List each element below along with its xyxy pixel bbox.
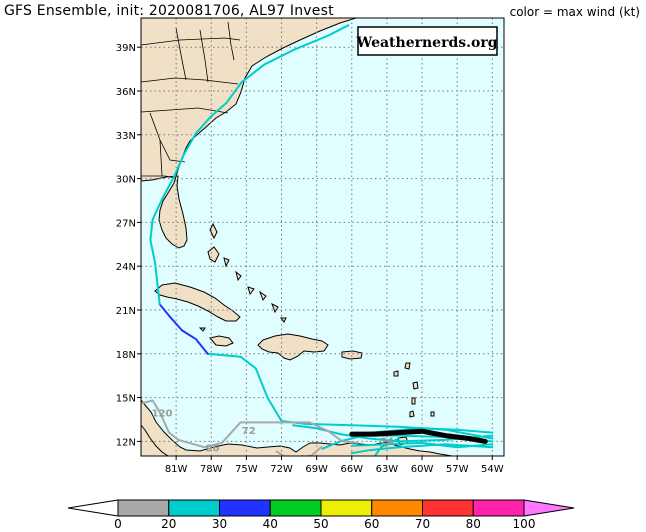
wind-colorbar: 0 20 30 40 50 60 70 80 100 bbox=[67, 499, 575, 531]
axis-ticks bbox=[137, 46, 493, 460]
hispaniola bbox=[257, 333, 329, 361]
lat-label: 36N bbox=[116, 87, 136, 98]
ensemble-member-track bbox=[350, 441, 494, 449]
colorbar-tick-label: 60 bbox=[364, 517, 379, 531]
lesser-antilles-4 bbox=[409, 410, 415, 418]
forecast-hour-labels: 120 96 72 48 24 bbox=[152, 409, 394, 465]
ensemble-member-track bbox=[141, 399, 359, 449]
forecast-hour-label: 72 bbox=[242, 426, 256, 437]
barbados bbox=[430, 411, 435, 417]
state-border-3 bbox=[141, 107, 229, 114]
colorbar-tick-label: 30 bbox=[212, 517, 227, 531]
lon-label: 57W bbox=[446, 464, 469, 475]
land-masses bbox=[141, 18, 453, 456]
forecast-hour-label: 48 bbox=[298, 454, 312, 465]
bahamas-3 bbox=[223, 257, 230, 268]
forecast-hour-label: 120 bbox=[152, 409, 173, 420]
ensemble-mean-track bbox=[349, 428, 488, 444]
lat-label: 24N bbox=[116, 262, 136, 273]
colorbar-segment bbox=[371, 499, 423, 517]
lat-label: 27N bbox=[116, 218, 136, 229]
lesser-antilles-3 bbox=[411, 397, 416, 405]
colorbar-tick-label: 50 bbox=[313, 517, 328, 531]
lon-label: 63W bbox=[376, 464, 399, 475]
colorbar-tick-label: 100 bbox=[513, 517, 536, 531]
colorbar-segment bbox=[320, 499, 373, 517]
colorbar-segment bbox=[422, 499, 474, 517]
axis-labels: 39N 36N 33N 30N 27N 24N 21N 18N 15N 12N 81W 78W 75W 7… bbox=[116, 43, 504, 475]
state-border-5 bbox=[175, 27, 187, 81]
lat-lon-grid bbox=[141, 18, 504, 456]
colorbar-segment bbox=[219, 499, 271, 517]
ensemble-member-track bbox=[373, 437, 400, 456]
colorbar-tick-label: 70 bbox=[415, 517, 430, 531]
ensemble-member-track bbox=[158, 303, 209, 355]
colorbar-arrow-left bbox=[67, 499, 119, 517]
state-border-9 bbox=[159, 139, 163, 177]
watermark-text: Weathernerds.org bbox=[356, 35, 498, 51]
forecast-hour-label: 96 bbox=[205, 444, 219, 455]
turks bbox=[280, 317, 287, 323]
lon-label: 54W bbox=[481, 464, 504, 475]
lesser-antilles-1 bbox=[404, 362, 411, 370]
lon-label: 78W bbox=[200, 464, 223, 475]
bahamas-4 bbox=[235, 270, 242, 282]
lat-label: 30N bbox=[116, 175, 136, 186]
bahamas-1 bbox=[209, 222, 218, 240]
puerto-rico bbox=[341, 350, 363, 360]
colorbar-tick-label: 80 bbox=[466, 517, 481, 531]
us-east-coast bbox=[141, 18, 357, 249]
lat-label: 15N bbox=[116, 394, 136, 405]
state-border-1 bbox=[141, 37, 241, 46]
state-border-2 bbox=[141, 77, 239, 85]
colorbar-segment bbox=[269, 499, 322, 517]
lon-label: 69W bbox=[305, 464, 328, 475]
watermark-box: Weathernerds.org bbox=[356, 26, 498, 56]
legend-caption: color = max wind (kt) bbox=[509, 5, 640, 19]
state-border-6 bbox=[199, 29, 209, 83]
cayman bbox=[198, 327, 206, 332]
lon-label: 72W bbox=[270, 464, 293, 475]
lon-label: 81W bbox=[165, 464, 188, 475]
colorbar-segment bbox=[168, 499, 220, 517]
lon-label: 66W bbox=[340, 464, 363, 475]
lat-label: 12N bbox=[116, 437, 136, 448]
jamaica bbox=[209, 335, 234, 347]
lon-label: 75W bbox=[235, 464, 258, 475]
lesser-antilles-2 bbox=[412, 381, 419, 390]
colorbar-segment bbox=[472, 499, 525, 517]
lesser-antilles-5 bbox=[393, 370, 399, 377]
colorbar-tick-label: 20 bbox=[161, 517, 176, 531]
lat-label: 18N bbox=[116, 350, 136, 361]
colorbar-tick-label: 40 bbox=[263, 517, 278, 531]
ensemble-tracks bbox=[141, 24, 494, 456]
bahamas-6 bbox=[258, 290, 267, 302]
map-frame bbox=[140, 17, 505, 457]
lat-label: 33N bbox=[116, 131, 136, 142]
colorbar-arrow-right bbox=[523, 499, 575, 517]
lat-label: 39N bbox=[116, 43, 136, 54]
ensemble-member-track bbox=[350, 443, 494, 455]
state-border-7 bbox=[227, 21, 235, 61]
bahamas-5 bbox=[247, 286, 255, 296]
forecast-hour-label: 24 bbox=[380, 436, 394, 447]
ensemble-member-track bbox=[275, 446, 323, 456]
state-borders bbox=[141, 21, 241, 179]
map-title: GFS Ensemble, init: 2020081706, AL97 Inv… bbox=[4, 3, 334, 19]
central-america bbox=[141, 424, 169, 456]
ensemble-member-track bbox=[292, 424, 494, 443]
colorbar-tick-label: 0 bbox=[114, 517, 122, 531]
colorbar-segment bbox=[117, 499, 170, 517]
state-border-8 bbox=[141, 175, 176, 179]
lon-label: 60W bbox=[411, 464, 434, 475]
state-border-4 bbox=[149, 112, 186, 163]
ensemble-member-track bbox=[149, 24, 350, 306]
lat-label: 21N bbox=[116, 306, 136, 317]
bahamas-2 bbox=[207, 246, 220, 263]
